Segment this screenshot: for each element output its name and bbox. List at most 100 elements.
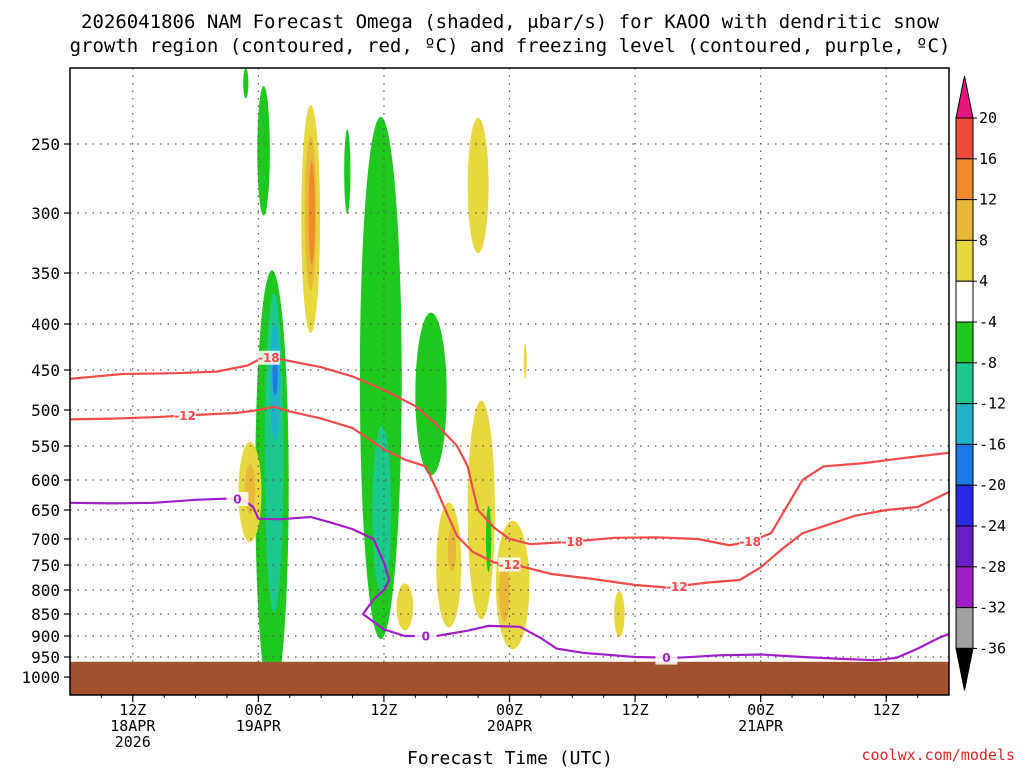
- x-tick-label: 2026: [115, 733, 151, 751]
- contour-label-m18: -18: [561, 535, 583, 549]
- plot-area: -18 -18 -18 -12 -12 -12 0 0 0: [70, 68, 949, 695]
- omega-feature-23: [614, 591, 625, 637]
- credit-text: coolwx.com/models: [861, 746, 1015, 764]
- y-tick-label: 250: [31, 135, 60, 154]
- x-tick-label: 12Z: [873, 701, 900, 719]
- colorbar-bin: [955, 525, 974, 568]
- y-tick-label: 700: [31, 530, 60, 549]
- colorbar-label: -12: [979, 395, 1006, 413]
- omega-feature-22: [499, 563, 510, 622]
- contour-label-bg: [665, 579, 688, 594]
- contour-label-m12: -12: [666, 580, 688, 594]
- colorbar-label: -24: [979, 517, 1006, 535]
- x-tick-label: 12Z: [370, 701, 397, 719]
- y-tick-label: 1000: [21, 668, 60, 687]
- y-axis-pressure: 250 300 350 400 450 500 550 600 650 700 750 800 850 9…: [21, 135, 70, 687]
- y-tick-label: 650: [31, 501, 60, 520]
- y-tick-label: 850: [31, 605, 60, 624]
- colorbar-label: 4: [979, 272, 988, 290]
- y-tick-label: 350: [31, 264, 60, 283]
- colorbar-bin: [955, 566, 974, 609]
- contour-label-m18: -18: [739, 535, 761, 549]
- colorbar-label: -4: [979, 313, 997, 331]
- colorbar-label: 12: [979, 191, 997, 209]
- omega-shading: [238, 68, 625, 695]
- x-tick-label: 00Z: [747, 701, 774, 719]
- omega-feature-17: [436, 502, 462, 628]
- omega-feature-15: [415, 312, 447, 476]
- x-tick-label: 21APR: [738, 717, 784, 735]
- contour-label-bg: [257, 350, 280, 365]
- x-tick-label: 12Z: [622, 701, 649, 719]
- y-tick-label: 750: [31, 556, 60, 575]
- colorbar-bin: [955, 362, 974, 405]
- y-tick-label: 300: [31, 204, 60, 223]
- contour-label-m12: -12: [499, 558, 521, 572]
- colorbar-label: 20: [979, 109, 997, 127]
- omega-feature-1: [243, 68, 249, 99]
- colorbar-bin: [955, 117, 974, 160]
- omega-feature-14: [372, 426, 392, 594]
- x-tick-label: 00Z: [496, 701, 523, 719]
- x-tick-label: 19APR: [236, 717, 282, 735]
- y-tick-label: 500: [31, 401, 60, 420]
- contour-label-bg: [414, 629, 437, 643]
- chart-title-line2: growth region (contoured, red, ºC) and f…: [70, 35, 951, 57]
- contour-label-m12: -12: [174, 409, 196, 423]
- colorbar-label: -16: [979, 435, 1006, 453]
- x-tick-label: 18APR: [110, 717, 156, 735]
- omega-feature-16: [396, 583, 414, 631]
- y-tick-label: 950: [31, 648, 60, 667]
- x-axis-label: Forecast Time (UTC): [407, 748, 613, 768]
- colorbar-bin: [955, 280, 974, 323]
- contour-label-m18: -18: [258, 351, 280, 365]
- chart-title-line1: 2026041806 NAM Forecast Omega (shaded, μ…: [81, 11, 939, 33]
- colorbar-label: -36: [979, 639, 1006, 657]
- contour-frz: [70, 497, 949, 662]
- colorbar-bin: [955, 321, 974, 364]
- omega-feature-20: [467, 117, 489, 254]
- omega-feature-18: [447, 528, 457, 571]
- colorbar-label: -28: [979, 558, 1006, 576]
- contour-label-bg: [174, 408, 197, 423]
- y-tick-label: 800: [31, 581, 60, 600]
- contours: -18 -18 -18 -12 -12 -12 0 0 0: [70, 350, 949, 665]
- contour-label-frz: 0: [662, 651, 670, 665]
- omega-feature-2: [257, 85, 270, 216]
- contour-label-bg: [655, 650, 678, 665]
- colorbar-bin: [955, 484, 974, 527]
- omega-feature-13: [359, 116, 402, 640]
- omega-feature-11: [308, 161, 315, 265]
- colorbar-triangle-bottom: [955, 647, 974, 691]
- colorbar-bin: [955, 443, 974, 486]
- y-tick-label: 550: [31, 437, 60, 456]
- contour-label-frz: 0: [422, 630, 430, 644]
- colorbar-bin: [955, 158, 974, 201]
- x-tick-label: 00Z: [245, 701, 272, 719]
- colorbar-label: 8: [979, 231, 988, 249]
- ground-surface: [70, 661, 949, 695]
- colorbar-bin: [955, 239, 974, 282]
- gridlines: [70, 68, 949, 695]
- contour-label-bg: [739, 534, 762, 549]
- colorbar-label: -8: [979, 354, 997, 372]
- contour-label-bg: [498, 557, 521, 572]
- colorbar-label: -32: [979, 599, 1006, 617]
- colorbar-triangle-top: [955, 75, 974, 119]
- contour-label-bg: [226, 492, 249, 506]
- colorbar-label: 16: [979, 150, 997, 168]
- omega-feature-25: [523, 343, 527, 379]
- y-tick-label: 900: [31, 627, 60, 646]
- colorbar-bin: [955, 199, 974, 241]
- colorbar-bin: [955, 403, 974, 445]
- x-tick-label: 20APR: [487, 717, 533, 735]
- omega-feature-12: [344, 129, 351, 214]
- contour-label-frz: 0: [233, 493, 241, 507]
- x-tick-label: 12Z: [119, 701, 146, 719]
- y-tick-label: 600: [31, 471, 60, 490]
- contour-m12: [70, 405, 949, 589]
- colorbar-bin: [955, 607, 974, 649]
- contour-label-bg: [561, 534, 584, 549]
